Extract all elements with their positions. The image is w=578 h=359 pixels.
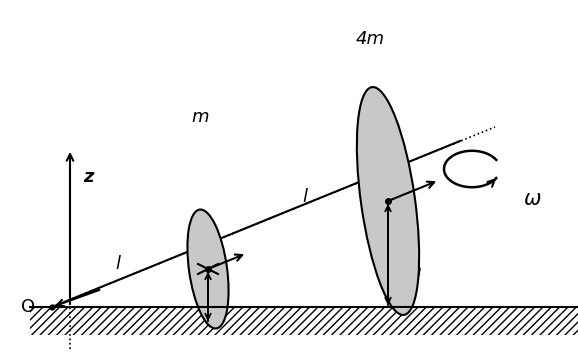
Text: z: z [83, 168, 93, 186]
Text: 4m: 4m [355, 30, 384, 48]
Text: $l$: $l$ [302, 188, 309, 206]
Text: m: m [191, 108, 209, 126]
Bar [30, 307, 578, 335]
Ellipse shape [357, 87, 419, 315]
Text: $\omega$: $\omega$ [523, 189, 541, 209]
Text: O: O [21, 298, 35, 316]
Text: a: a [215, 308, 225, 326]
Ellipse shape [187, 210, 228, 328]
Text: $l$: $l$ [114, 255, 121, 273]
Text: 2a: 2a [402, 262, 423, 280]
